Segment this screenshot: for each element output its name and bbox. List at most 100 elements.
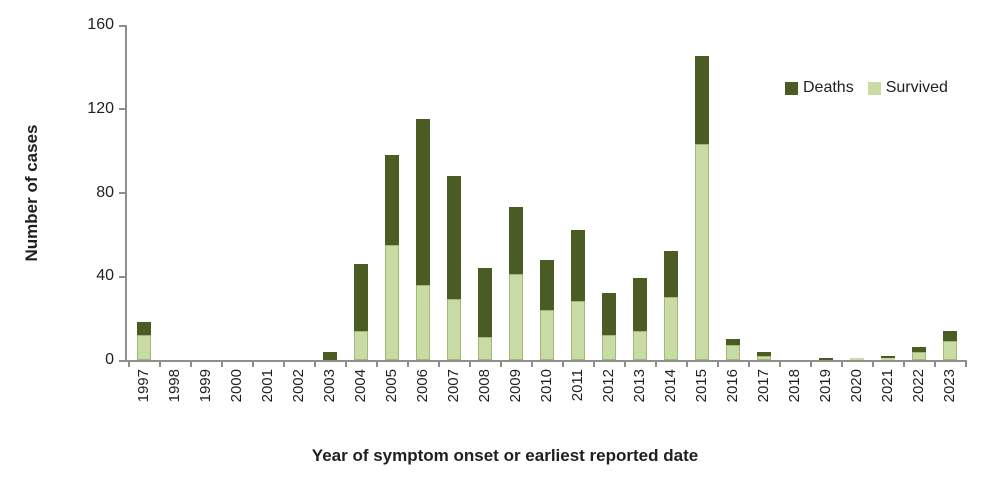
x-tick-mark (313, 362, 316, 367)
y-axis-line (125, 25, 127, 362)
bar-2005-survived (385, 244, 399, 360)
x-label-2021: 2021 (879, 369, 896, 403)
bar-2005-deaths (385, 154, 399, 245)
x-tick-mark (623, 362, 626, 367)
x-label-2012: 2012 (600, 369, 617, 403)
bar-2013-survived (633, 330, 647, 360)
deaths-swatch-icon (785, 81, 798, 95)
y-tick-mark (119, 275, 126, 278)
x-label-2007: 2007 (445, 369, 462, 403)
x-tick-mark (561, 362, 564, 367)
x-label-2016: 2016 (724, 369, 741, 403)
x-tick-mark (778, 362, 781, 367)
x-tick-mark (375, 362, 378, 367)
x-label-2002: 2002 (290, 369, 307, 403)
x-tick-mark (437, 362, 440, 367)
y-tick-mark (119, 24, 126, 27)
bar-2021-survived (881, 357, 895, 360)
x-label-2008: 2008 (476, 369, 493, 403)
x-label-2013: 2013 (631, 369, 648, 403)
bar-2011-deaths (571, 230, 585, 302)
bar-2004-deaths (354, 263, 368, 331)
bar-2010-deaths (540, 259, 554, 310)
y-tick-mark (119, 192, 126, 194)
x-tick-mark (654, 362, 657, 367)
x-tick-mark (964, 362, 967, 367)
y-tick-label-40: 40 (96, 267, 114, 285)
bar-2012-survived (602, 334, 616, 360)
bar-2013-deaths (633, 278, 647, 331)
y-tick-mark (119, 108, 126, 111)
bar-2016-deaths (726, 339, 740, 346)
bar-1997-deaths (137, 322, 151, 335)
x-tick-mark (592, 362, 595, 367)
x-tick-mark (344, 362, 347, 367)
y-tick-label-120: 120 (87, 99, 114, 117)
bar-2007-deaths (447, 175, 461, 300)
bar-2023-survived (943, 341, 957, 360)
x-label-2011: 2011 (569, 369, 586, 402)
x-label-1997: 1997 (135, 369, 152, 403)
bar-2003-deaths (323, 351, 337, 360)
x-tick-mark (468, 362, 471, 367)
bar-2016-survived (726, 345, 740, 360)
x-label-2018: 2018 (786, 369, 803, 403)
x-label-2019: 2019 (817, 369, 834, 403)
x-label-2017: 2017 (755, 369, 772, 403)
x-tick-mark (933, 362, 936, 367)
x-label-2020: 2020 (848, 369, 865, 403)
survived-swatch-icon (867, 81, 881, 95)
x-tick-mark (685, 362, 688, 367)
x-tick-mark (406, 362, 409, 367)
bar-2006-survived (416, 284, 430, 360)
bar-2007-survived (447, 299, 461, 360)
bar-2004-survived (354, 330, 368, 360)
x-tick-mark (871, 362, 874, 367)
x-tick-mark (902, 362, 905, 367)
legend-survived-label: Survived (885, 79, 948, 96)
x-label-2009: 2009 (507, 369, 524, 403)
x-tick-mark (251, 362, 254, 367)
bar-2014-deaths (664, 251, 678, 298)
x-tick-mark (220, 362, 223, 367)
x-label-1999: 1999 (197, 369, 214, 403)
x-tick-mark (747, 362, 750, 367)
bar-2008-deaths (478, 267, 492, 337)
bar-2012-deaths (602, 293, 616, 335)
bar-2010-survived (540, 309, 554, 360)
x-label-2014: 2014 (662, 369, 679, 403)
y-tick-label-80: 80 (96, 183, 114, 201)
x-label-2006: 2006 (414, 369, 431, 403)
x-tick-mark (499, 362, 502, 367)
y-tick-mark (119, 359, 126, 362)
x-label-1998: 1998 (166, 369, 183, 403)
bar-2019-deaths (819, 357, 833, 360)
bar-2006-deaths (416, 119, 430, 285)
bar-2015-survived (695, 144, 709, 360)
bar-2009-deaths (509, 207, 523, 275)
bar-2017-deaths (757, 351, 771, 356)
bar-2023-deaths (943, 330, 957, 342)
bar-1997-survived (137, 334, 151, 360)
y-axis-title: Number of cases (22, 124, 41, 262)
y-tick-label-160: 160 (87, 16, 114, 33)
bar-2015-deaths (695, 56, 709, 145)
bar-2008-survived (478, 336, 492, 360)
x-tick-mark (282, 362, 285, 367)
x-label-2023: 2023 (941, 369, 958, 403)
bar-2017-survived (757, 355, 771, 360)
x-label-2022: 2022 (910, 369, 927, 403)
bar-2009-survived (509, 274, 523, 360)
legend-item-survived: Survived (867, 79, 948, 97)
x-label-2010: 2010 (538, 369, 555, 403)
legend-item-deaths: Deaths (785, 79, 854, 97)
x-axis-title: Year of symptom onset or earliest report… (311, 446, 699, 465)
x-tick-mark (840, 362, 843, 367)
x-axis-line (125, 360, 967, 362)
x-label-2005: 2005 (383, 369, 400, 403)
bar-2022-deaths (912, 347, 926, 352)
bar-2011-survived (571, 301, 585, 360)
bar-2014-survived (664, 297, 678, 360)
x-label-2001: 2001 (259, 369, 276, 403)
